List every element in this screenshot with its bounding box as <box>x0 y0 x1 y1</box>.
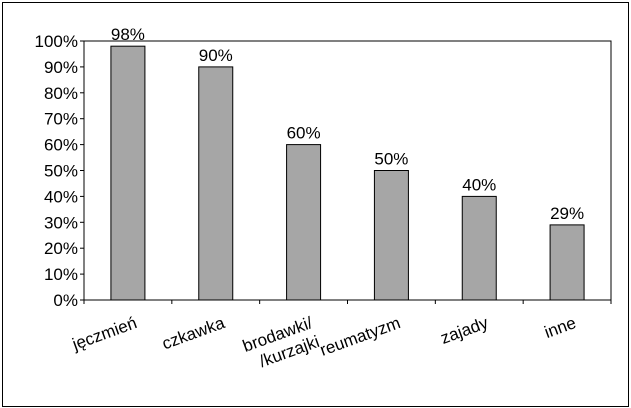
category-label-line: reumatyzm <box>317 313 403 360</box>
y-tick-label: 0% <box>53 291 78 310</box>
category-label: brodawki//kurzajki <box>240 313 322 371</box>
bar <box>286 144 322 301</box>
category-label-line: zajady <box>438 313 491 348</box>
bar <box>198 66 234 301</box>
y-tick-label: 60% <box>44 136 78 155</box>
y-tick-label: 20% <box>44 239 78 258</box>
data-label: 90% <box>199 46 233 65</box>
category-label: jęczmień <box>69 313 139 354</box>
y-tick-label: 10% <box>44 265 78 284</box>
y-tick-label: 100% <box>35 32 78 51</box>
category-label-line: inne <box>542 313 579 342</box>
bar <box>373 170 409 301</box>
category-label: zajady <box>438 313 491 348</box>
y-tick-label: 90% <box>44 58 78 77</box>
category-label-line: jęczmień <box>69 313 139 354</box>
data-label: 98% <box>111 25 145 44</box>
y-tick-label: 30% <box>44 213 78 232</box>
category-label: inne <box>542 313 579 342</box>
y-tick-label: 50% <box>44 162 78 181</box>
category-label: czkawka <box>159 313 227 353</box>
bar <box>461 195 497 301</box>
category-label-line: czkawka <box>159 313 227 353</box>
data-label: 40% <box>462 175 496 194</box>
bar <box>549 224 585 301</box>
y-tick-label: 80% <box>44 84 78 103</box>
data-label: 60% <box>287 124 321 143</box>
category-label: reumatyzm <box>317 313 403 360</box>
y-tick-label: 70% <box>44 110 78 129</box>
data-label: 29% <box>550 204 584 223</box>
data-label: 50% <box>374 150 408 169</box>
plot-area <box>83 40 612 301</box>
bar <box>110 45 146 301</box>
y-tick-label: 40% <box>44 187 78 206</box>
